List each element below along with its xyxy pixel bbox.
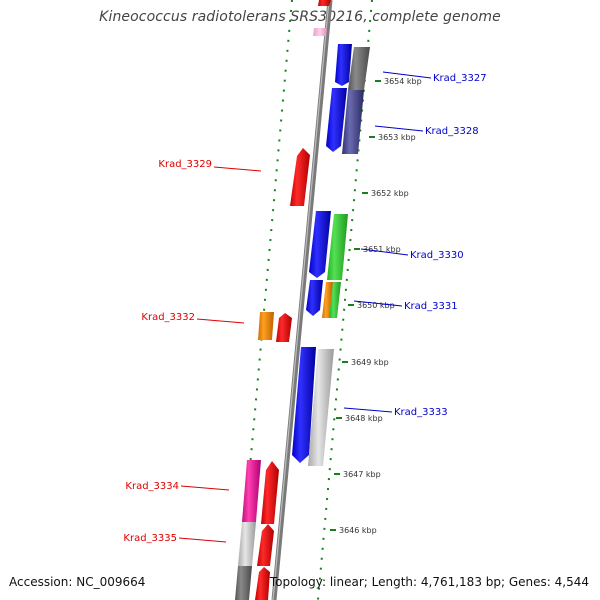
gene-bottom-red[interactable] bbox=[255, 567, 270, 600]
gene-label-leader bbox=[343, 407, 393, 413]
scale-tick-label: 3654 kbp bbox=[384, 77, 422, 86]
gene-krad3335-light[interactable] bbox=[238, 522, 256, 566]
genome-backbone bbox=[271, 0, 333, 600]
gene-krad3333[interactable] bbox=[292, 347, 316, 463]
gene-label-krad-3332[interactable]: Krad_3332 bbox=[141, 312, 195, 323]
gene-bottom-grey[interactable] bbox=[235, 566, 252, 600]
gene-top-red[interactable] bbox=[318, 0, 331, 6]
gene-krad3332[interactable] bbox=[276, 313, 292, 342]
gene-krad3330[interactable] bbox=[309, 211, 331, 278]
gene-label-leader bbox=[213, 166, 262, 172]
gene-label-krad-3334[interactable]: Krad_3334 bbox=[125, 481, 179, 492]
scale-tick-label: 3646 kbp bbox=[339, 526, 377, 535]
scale-tick-label: 3647 kbp bbox=[343, 470, 381, 479]
gene-krad3327[interactable] bbox=[335, 44, 352, 86]
gene-krad3331[interactable] bbox=[306, 280, 323, 316]
scale-rail-left bbox=[237, 0, 293, 600]
gene-label-leader bbox=[360, 248, 409, 256]
scale-tick-label: 3649 kbp bbox=[351, 358, 389, 367]
accession-text: Accession: NC_009664 bbox=[9, 575, 146, 589]
gene-label-krad-3335[interactable]: Krad_3335 bbox=[123, 533, 177, 544]
gene-krad3328[interactable] bbox=[326, 88, 347, 152]
gene-krad3334-magenta[interactable] bbox=[242, 460, 261, 522]
gene-label-leader bbox=[382, 71, 432, 79]
gene-label-leader bbox=[196, 318, 245, 324]
scale-tick-label: 3648 kbp bbox=[345, 414, 383, 423]
gene-krad3332-orange[interactable] bbox=[258, 312, 274, 340]
gene-krad3330-green[interactable] bbox=[327, 214, 348, 280]
gene-label-krad-3327[interactable]: Krad_3327 bbox=[433, 73, 487, 84]
scale-tick-label: 3652 kbp bbox=[371, 189, 409, 198]
gene-label-leader bbox=[180, 485, 230, 491]
gene-label-krad-3328[interactable]: Krad_3328 bbox=[425, 126, 479, 137]
gene-blocks bbox=[235, 0, 370, 600]
gene-krad3334[interactable] bbox=[261, 461, 279, 524]
gene-grey-3327[interactable] bbox=[348, 47, 370, 90]
gene-label-leader bbox=[178, 537, 227, 543]
gene-label-krad-3333[interactable]: Krad_3333 bbox=[394, 407, 448, 418]
gene-top-pink[interactable] bbox=[313, 28, 327, 36]
gene-krad3335[interactable] bbox=[257, 524, 274, 566]
scale-ticks: 3654 kbp 3653 kbp 3652 kbp 3651 kbp 3650 kbp… bbox=[330, 77, 422, 535]
gene-labels: Krad_3327 Krad_3328 Krad_3329 Krad_3330 Krad… bbox=[123, 71, 487, 544]
scale-tick-label: 3653 kbp bbox=[378, 133, 416, 142]
genome-title: Kineococcus radiotolerans SRS30216, comp… bbox=[99, 9, 501, 25]
gene-label-krad-3329[interactable]: Krad_3329 bbox=[158, 159, 212, 170]
gene-krad3333-light[interactable] bbox=[308, 349, 334, 466]
gene-label-leader bbox=[353, 300, 403, 307]
gene-label-krad-3331[interactable]: Krad_3331 bbox=[404, 301, 458, 312]
genome-backbone-highlight bbox=[272, 0, 330, 600]
gene-krad3331-green[interactable] bbox=[329, 282, 341, 318]
genome-stats-text: Topology: linear; Length: 4,761,183 bp; … bbox=[269, 575, 589, 589]
gene-label-krad-3330[interactable]: Krad_3330 bbox=[410, 250, 464, 261]
scale-tick-label: 3651 kbp bbox=[363, 245, 401, 254]
gene-krad3329[interactable] bbox=[290, 148, 310, 206]
gene-krad3328-slate[interactable] bbox=[342, 90, 364, 154]
gene-label-leader bbox=[374, 125, 424, 132]
scale-tick-label: 3650 kbp bbox=[357, 301, 395, 310]
